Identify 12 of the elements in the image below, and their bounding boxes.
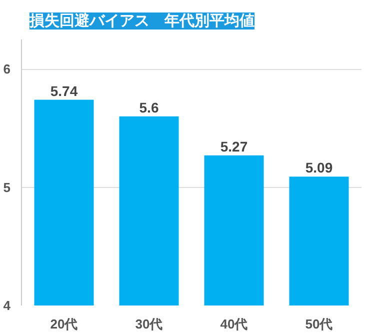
x-tick-label: 20代 (50, 316, 78, 332)
data-label: 5.09 (305, 160, 333, 176)
y-tick-label: 6 (3, 62, 11, 77)
y-tick-label: 4 (3, 298, 12, 313)
chart-title: 損失回避バイアス 年代別平均値 (28, 12, 254, 30)
x-tick-label: 50代 (305, 316, 333, 332)
data-label: 5.6 (139, 99, 159, 116)
x-tick-label: 30代 (135, 316, 163, 332)
data-label: 5.74 (50, 82, 78, 99)
data-label: 5.27 (220, 138, 248, 154)
y-tick-label: 5 (3, 180, 11, 195)
x-tick-label: 40代 (220, 316, 248, 332)
